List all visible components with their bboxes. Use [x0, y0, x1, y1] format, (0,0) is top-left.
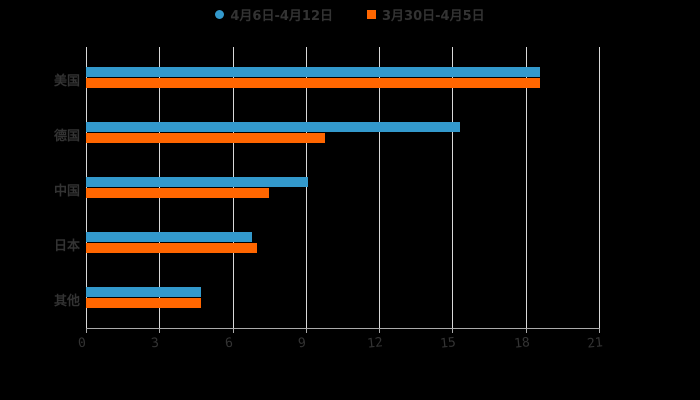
x-axis — [86, 328, 599, 329]
gridline — [599, 47, 600, 328]
category-label: 美国 — [53, 74, 80, 89]
x-tick — [86, 328, 87, 333]
legend-item-series-2[interactable]: 3月30日-4月5日 — [367, 5, 485, 24]
gridline — [232, 47, 234, 328]
x-tick-label: 3 — [150, 335, 160, 352]
bar-series-2[interactable] — [86, 133, 326, 143]
x-tick — [232, 328, 234, 333]
legend-label: 4月6日-4月12日 — [230, 8, 333, 24]
bar-series-2[interactable] — [86, 243, 257, 253]
legend-label: 3月30日-4月5日 — [382, 8, 485, 24]
category-label: 中国 — [53, 184, 80, 199]
bar-series-1[interactable] — [86, 177, 309, 187]
x-tick-label: 12 — [366, 335, 384, 352]
gridline — [379, 47, 381, 328]
x-tick-label: 21 — [586, 335, 604, 352]
circle-marker-icon — [215, 9, 225, 19]
category-label: 其他 — [53, 294, 80, 309]
x-tick-label: 9 — [297, 335, 307, 352]
gridline — [305, 47, 307, 328]
gridline — [525, 47, 527, 328]
bar-series-1[interactable] — [86, 287, 201, 297]
gridline — [159, 47, 161, 328]
gridline — [86, 47, 87, 328]
x-tick — [159, 328, 161, 333]
square-marker-icon — [367, 9, 376, 19]
bar-series-2[interactable] — [86, 188, 270, 198]
x-tick-label: 0 — [77, 335, 87, 352]
bar-series-1[interactable] — [86, 122, 460, 132]
x-tick — [379, 328, 381, 333]
x-tick-label: 6 — [223, 335, 234, 352]
bar-series-2[interactable] — [86, 298, 201, 308]
chart-legend: 4月6日-4月12日 3月30日-4月5日 — [0, 4, 700, 24]
x-tick-label: 15 — [439, 335, 457, 352]
bar-series-1[interactable] — [86, 67, 541, 77]
plot-area — [86, 47, 600, 328]
bar-series-2[interactable] — [86, 78, 541, 88]
gridline — [452, 47, 454, 328]
category-label: 日本 — [53, 239, 80, 254]
x-tick — [599, 328, 600, 333]
x-tick-label: 18 — [513, 335, 531, 352]
category-label: 德国 — [53, 129, 80, 144]
x-tick — [305, 328, 307, 333]
x-tick — [452, 328, 454, 333]
bar-series-1[interactable] — [86, 232, 253, 242]
legend-item-series-1[interactable]: 4月6日-4月12日 — [215, 5, 333, 24]
x-tick — [525, 328, 527, 333]
